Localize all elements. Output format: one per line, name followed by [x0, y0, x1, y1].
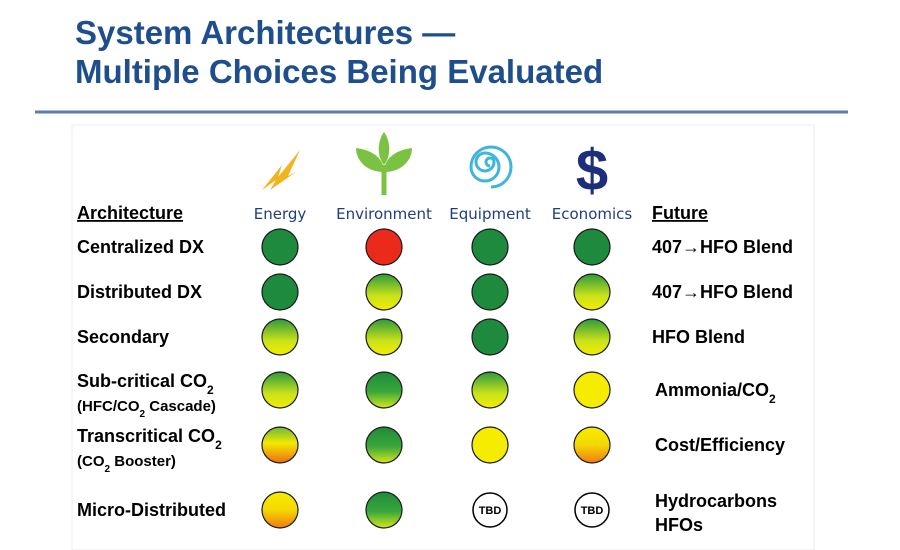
architecture-label: (HFC/CO2 Cascade) — [77, 398, 216, 420]
architecture-label-part: 2 — [215, 438, 222, 452]
rating-circle — [261, 273, 299, 311]
table-panel — [71, 124, 815, 550]
rating-circle — [261, 228, 299, 266]
rating-circle — [573, 426, 611, 464]
future-label: Hydrocarbons — [655, 491, 777, 511]
rating-circle — [261, 371, 299, 409]
architecture-label-part: (CO — [77, 453, 105, 470]
architecture-label-part: Cascade) — [145, 398, 216, 415]
future-label: Cost/Efficiency — [655, 435, 785, 455]
rating-circle — [261, 426, 299, 464]
architecture-label-part: 2 — [105, 464, 111, 475]
architecture-label: (CO2 Booster) — [77, 453, 176, 475]
rating-circle — [365, 371, 403, 409]
architecture-label: Distributed DX — [77, 282, 202, 302]
architecture-label: Secondary — [77, 327, 169, 347]
architecture-label: Sub-critical CO2 — [77, 371, 214, 397]
architecture-label-part: Sub-critical CO — [77, 371, 207, 391]
rating-circle — [261, 491, 299, 529]
future-label: 407→HFO Blend — [652, 282, 793, 302]
future-label-part: HFOs — [655, 515, 703, 535]
energy-icon — [262, 150, 300, 190]
future-label-part: 2 — [769, 392, 776, 406]
architecture-label-part: Centralized DX — [77, 237, 204, 257]
column-header: Economics — [552, 205, 633, 223]
equipment-icon — [469, 145, 513, 189]
future-label-part: HFO Blend — [652, 327, 745, 347]
future-label-part: Hydrocarbons — [655, 491, 777, 511]
architecture-label-part: Secondary — [77, 327, 169, 347]
rating-circle — [471, 318, 509, 356]
future-label-part: Ammonia/CO — [655, 380, 769, 400]
rating-circle — [573, 273, 611, 311]
row-header: Architecture — [77, 203, 183, 223]
column-header: Energy — [254, 205, 307, 223]
future-label-part: Cost/Efficiency — [655, 435, 785, 455]
architecture-label-part: Micro-Distributed — [77, 500, 226, 520]
rating-circle — [365, 228, 403, 266]
rating-circle — [261, 318, 299, 356]
architecture-label: Micro-Distributed — [77, 500, 226, 520]
slide-title: Multiple Choices Being Evaluated — [75, 53, 603, 90]
rating-circle — [472, 492, 508, 528]
economics-icon: $ — [576, 138, 608, 203]
rating-circle — [471, 371, 509, 409]
rating-circle — [365, 491, 403, 529]
architecture-label-part: Transcritical CO — [77, 426, 215, 446]
future-label: Ammonia/CO2 — [655, 380, 776, 406]
architecture-label-part: Distributed DX — [77, 282, 202, 302]
rating-label: TBD — [479, 505, 502, 517]
environment-icon — [356, 132, 412, 195]
rating-circle — [573, 228, 611, 266]
rating-circle — [365, 318, 403, 356]
future-header: Future — [652, 203, 708, 223]
future-label-part: 407→HFO Blend — [652, 237, 793, 257]
architecture-label-part: (HFC/CO — [77, 398, 140, 415]
rating-circle — [471, 426, 509, 464]
rating-circle — [471, 228, 509, 266]
architecture-label: Transcritical CO2 — [77, 426, 222, 452]
rating-label: TBD — [581, 505, 604, 517]
rating-circle — [365, 426, 403, 464]
future-label-part: 407→HFO Blend — [652, 282, 793, 302]
rating-circle — [574, 492, 610, 528]
column-header: Equipment — [449, 205, 531, 223]
rating-circle — [365, 273, 403, 311]
slide-title: System Architectures — — [75, 14, 455, 51]
architecture-label: Centralized DX — [77, 237, 204, 257]
future-label: 407→HFO Blend — [652, 237, 793, 257]
architecture-label-part: 2 — [207, 383, 214, 397]
rating-circle — [471, 273, 509, 311]
rating-circle — [573, 318, 611, 356]
architecture-label-part: Booster) — [110, 453, 176, 470]
future-label: HFO Blend — [652, 327, 745, 347]
architecture-label-part: 2 — [140, 409, 146, 420]
future-label: HFOs — [655, 515, 703, 535]
column-header: Environment — [336, 205, 432, 223]
rating-circle — [573, 371, 611, 409]
